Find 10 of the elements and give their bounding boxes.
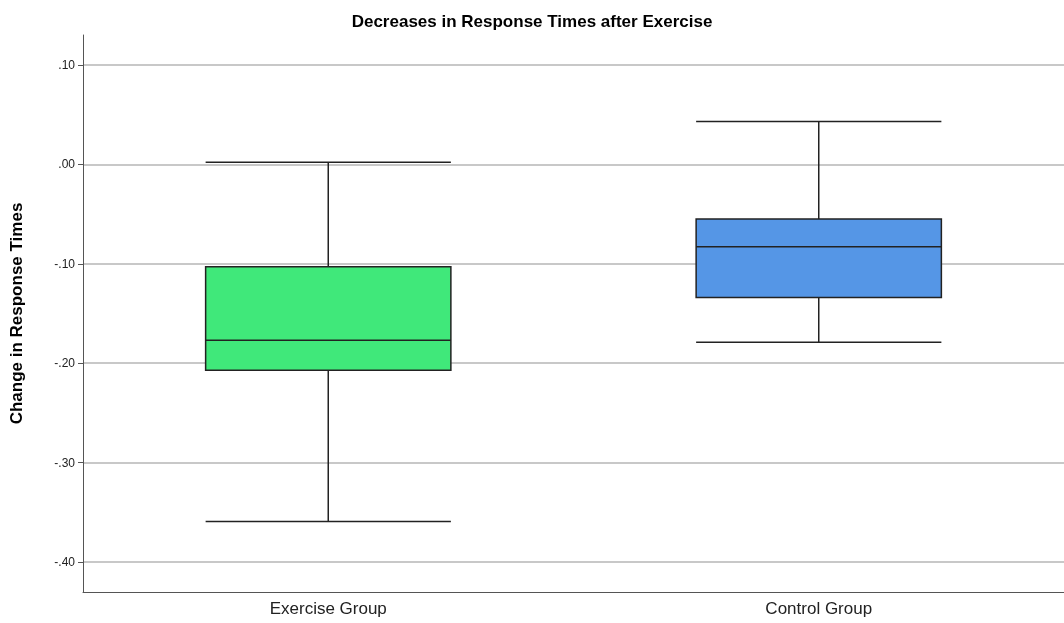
x-tick-label: Exercise Group xyxy=(269,599,387,618)
y-tick-label: -.40 xyxy=(54,555,76,570)
x-tick-label: Control Group xyxy=(765,599,873,618)
y-tick-label: -.20 xyxy=(54,356,76,371)
y-axis-title: Change in Response Times xyxy=(7,202,26,425)
y-tick-label: -.10 xyxy=(54,256,76,271)
chart-title: Decreases in Response Times after Exercise xyxy=(351,12,713,31)
y-tick-label: -.30 xyxy=(54,455,76,470)
y-tick-label: .10 xyxy=(58,57,76,72)
y-tick-label: .00 xyxy=(58,157,76,172)
